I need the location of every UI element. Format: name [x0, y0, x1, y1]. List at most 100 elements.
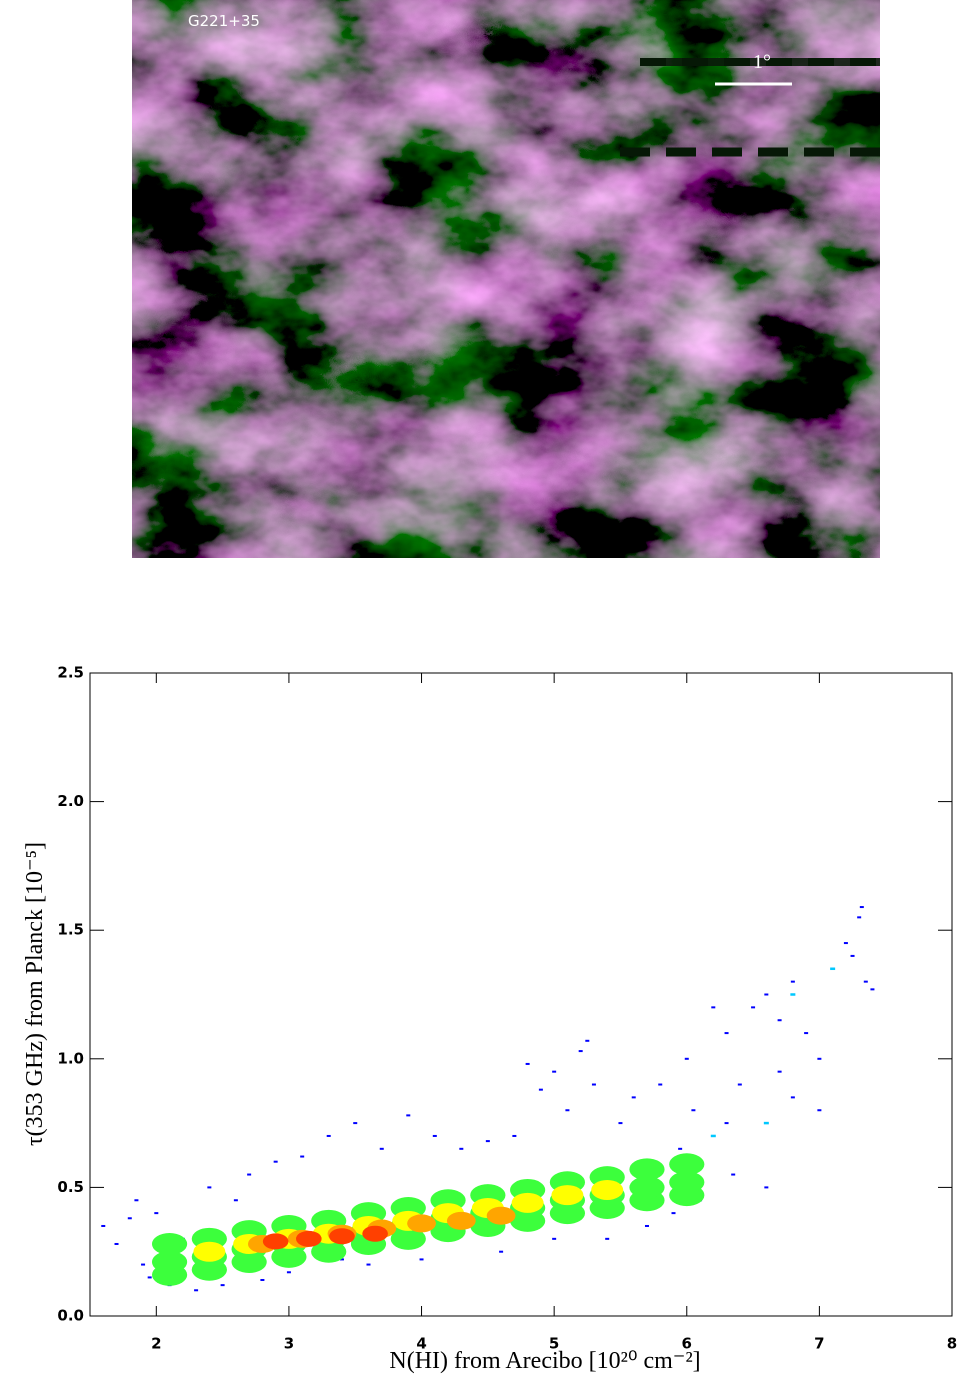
density-point — [863, 980, 868, 983]
density-point — [644, 1224, 649, 1227]
density-point — [751, 1006, 756, 1009]
x-tick-label: 8 — [947, 1335, 957, 1353]
density-point — [286, 1271, 291, 1274]
density-point — [151, 1232, 188, 1255]
density-point — [857, 916, 862, 919]
density-point — [777, 1070, 782, 1073]
density-point — [724, 1122, 729, 1125]
x-tick-label: 6 — [682, 1335, 692, 1353]
density-point — [618, 1122, 623, 1125]
density-point — [565, 1109, 570, 1112]
y-axis-label: τ(353 GHz) from Planck [10⁻⁵] — [22, 842, 48, 1146]
density-point — [329, 1228, 355, 1245]
density-point — [591, 1179, 624, 1200]
y-tick-label: 0.0 — [57, 1307, 84, 1325]
density-point — [339, 1258, 344, 1261]
image-label: G221+35 — [188, 12, 260, 30]
y-tick-label: 2.0 — [57, 792, 84, 810]
x-tick-label: 4 — [416, 1335, 426, 1353]
density-point — [262, 1233, 289, 1250]
density-point — [538, 1088, 543, 1091]
density-point — [731, 1173, 736, 1176]
density-point — [260, 1278, 265, 1281]
density-point — [843, 942, 848, 945]
density-point — [499, 1250, 504, 1253]
y-tick-label: 1.5 — [57, 921, 84, 939]
x-tick-label: 2 — [151, 1335, 161, 1353]
density-point — [724, 1032, 729, 1035]
density-point — [578, 1050, 583, 1053]
density-point — [629, 1158, 665, 1181]
density-point — [194, 1289, 199, 1292]
density-point — [512, 1134, 517, 1137]
density-point — [407, 1214, 436, 1233]
density-point — [870, 988, 875, 991]
density-point — [817, 1109, 822, 1112]
density-point — [101, 1224, 106, 1227]
density-point — [511, 1192, 544, 1213]
density-point — [300, 1155, 305, 1158]
density-point — [631, 1096, 636, 1099]
density-point — [850, 954, 855, 957]
density-point — [684, 1057, 689, 1060]
density-point — [691, 1109, 696, 1112]
density-point — [551, 1185, 584, 1206]
density-point — [790, 1096, 795, 1099]
plot: 2 3 4 5 6 7 8 0.0 0.5 1.0 1.5 2.0 2.5 — [57, 664, 957, 1353]
density-point — [830, 967, 836, 971]
density-point — [552, 1070, 557, 1073]
density-point — [247, 1173, 252, 1176]
density-point — [804, 1032, 809, 1035]
density-point — [737, 1083, 742, 1086]
density-point — [669, 1153, 705, 1176]
y-tick-label: 1.0 — [57, 1049, 84, 1067]
density-point — [432, 1134, 437, 1137]
density-point — [790, 980, 795, 983]
density-point — [326, 1134, 331, 1137]
density-point — [207, 1186, 212, 1189]
density-point — [710, 1134, 716, 1138]
density-point — [419, 1258, 424, 1261]
density-point — [763, 1121, 769, 1125]
x-tick-label: 3 — [284, 1335, 294, 1353]
density-point — [114, 1242, 119, 1245]
density-point — [193, 1241, 226, 1262]
density-point — [859, 906, 864, 909]
density-point — [658, 1083, 663, 1086]
density-point — [379, 1147, 384, 1150]
density-point — [711, 1006, 716, 1009]
density-point — [151, 1250, 188, 1273]
density-point — [446, 1211, 476, 1230]
density-point — [585, 1039, 590, 1042]
density-point — [790, 993, 796, 996]
density-point — [605, 1237, 610, 1240]
density-point — [273, 1160, 278, 1163]
y-tick-label: 2.5 — [57, 664, 84, 682]
density-point — [552, 1237, 557, 1240]
density-point — [362, 1225, 388, 1242]
density-point — [353, 1122, 358, 1125]
x-axis-label: N(HI) from Arecibo [10²⁰ cm⁻²] — [389, 1348, 700, 1374]
density-point — [233, 1199, 238, 1202]
y-tick-label: 0.5 — [57, 1178, 84, 1196]
density-point — [525, 1062, 530, 1065]
scale-label: 1° — [753, 51, 771, 73]
density-point — [406, 1114, 411, 1117]
density-point — [141, 1263, 146, 1266]
density-point — [777, 1019, 782, 1022]
density-point — [147, 1276, 152, 1279]
density-point — [134, 1199, 139, 1202]
density-point — [764, 1186, 769, 1189]
density-point — [591, 1083, 596, 1086]
density-point — [678, 1147, 683, 1150]
density-point — [817, 1057, 822, 1060]
density-point — [459, 1147, 464, 1150]
density-point — [669, 1171, 705, 1194]
density-point — [127, 1217, 132, 1220]
density-point — [366, 1263, 371, 1266]
density-point — [629, 1176, 665, 1199]
x-tick-label: 7 — [814, 1335, 824, 1353]
density-point — [296, 1230, 322, 1247]
